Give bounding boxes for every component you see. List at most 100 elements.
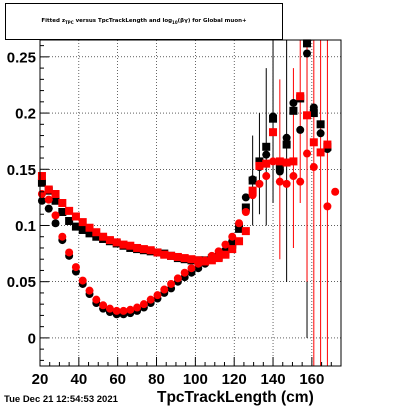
data-point-square xyxy=(275,157,284,166)
x-tick-label: 100 xyxy=(183,371,208,388)
data-point-circle xyxy=(282,133,291,142)
data-point-circle xyxy=(187,264,196,273)
data-point-circle xyxy=(78,276,87,285)
x-tick-label: 140 xyxy=(261,371,286,388)
data-point-square xyxy=(146,246,155,255)
data-point-circle xyxy=(316,129,325,138)
data-point-circle xyxy=(269,112,278,121)
data-point-circle xyxy=(262,172,271,181)
data-point-square xyxy=(58,199,67,207)
data-point-square xyxy=(255,157,264,166)
data-point-square xyxy=(303,111,312,120)
data-markers xyxy=(37,39,340,319)
data-point-square xyxy=(289,106,298,115)
data-point-square xyxy=(289,157,298,166)
data-point-square xyxy=(241,227,250,236)
data-point-circle xyxy=(44,204,53,213)
data-point-square xyxy=(37,172,46,181)
data-point-square xyxy=(37,178,46,187)
y-tick-label: 0.05 xyxy=(7,274,36,291)
data-point-circle xyxy=(241,193,250,202)
data-point-square xyxy=(235,237,244,246)
data-point-square xyxy=(296,92,305,101)
data-point-circle xyxy=(248,191,257,200)
x-tick-label: 80 xyxy=(148,371,165,388)
tick-labels: 20 40 60 80 100 120 140 160 0 0.05 0.1 0.15 0.2 0.25 xyxy=(7,49,325,388)
x-tick-label: 40 xyxy=(70,371,87,388)
data-point-circle xyxy=(323,202,332,211)
data-point-circle xyxy=(303,49,312,58)
grid xyxy=(39,40,341,366)
data-point-circle xyxy=(207,251,216,260)
y-tick-label: 0 xyxy=(28,330,36,347)
data-point-square xyxy=(262,159,271,168)
data-point-circle xyxy=(167,279,176,288)
data-point-square xyxy=(51,196,60,205)
data-point-circle xyxy=(160,285,169,294)
data-point-square xyxy=(282,140,291,149)
data-point-circle xyxy=(44,195,53,204)
data-point-circle xyxy=(92,295,101,304)
data-point-circle xyxy=(173,274,182,283)
x-axis-title: TpcTrackLength (cm) xyxy=(157,389,314,406)
plot-title-box: Fitted zTPC versus TpcTrackLength and lo… xyxy=(5,3,283,40)
data-point-circle xyxy=(289,172,298,181)
data-point-square xyxy=(275,163,284,172)
data-point-circle xyxy=(269,157,278,166)
data-point-circle xyxy=(262,150,271,159)
data-point-square xyxy=(255,161,264,170)
data-point-square xyxy=(119,240,128,249)
error-bars xyxy=(252,40,328,366)
data-point-square xyxy=(180,254,189,263)
data-point-circle xyxy=(296,177,305,186)
plot-title: Fitted zTPC versus TpcTrackLength and lo… xyxy=(41,17,247,26)
x-tick-label: 60 xyxy=(109,371,126,388)
data-point-square xyxy=(160,250,169,259)
data-point-circle xyxy=(255,179,264,188)
data-point-circle xyxy=(214,247,223,256)
data-point-circle xyxy=(180,268,189,277)
data-point-circle xyxy=(275,177,284,186)
data-point-square xyxy=(309,109,318,118)
data-point-circle xyxy=(133,303,142,312)
data-point-circle xyxy=(201,256,210,265)
data-point-square xyxy=(262,142,271,151)
data-point-circle xyxy=(65,248,74,257)
data-point-circle xyxy=(275,167,284,176)
data-point-circle xyxy=(296,125,305,134)
data-point-square xyxy=(78,225,87,234)
data-point-square xyxy=(71,222,80,231)
data-point-circle xyxy=(309,103,318,112)
y-tick-label: 0.25 xyxy=(7,49,36,66)
data-point-square xyxy=(71,212,80,221)
data-point-square xyxy=(235,224,244,233)
x-tick-label: 120 xyxy=(222,371,247,388)
data-point-circle xyxy=(37,190,46,199)
plot-frame xyxy=(39,39,342,367)
data-point-square xyxy=(92,228,101,237)
data-point-square xyxy=(58,207,67,216)
data-point-square xyxy=(316,120,325,129)
data-point-square xyxy=(207,256,216,265)
data-point-square xyxy=(221,250,230,259)
data-point-square xyxy=(214,254,223,263)
x-tick-label: 20 xyxy=(32,371,49,388)
data-point-square xyxy=(126,241,135,250)
data-point-circle xyxy=(51,219,60,228)
data-point-square xyxy=(65,206,74,215)
data-point-square xyxy=(85,229,94,238)
data-point-square xyxy=(112,238,121,247)
data-point-circle xyxy=(126,305,135,314)
data-point-circle xyxy=(303,149,312,158)
data-point-square xyxy=(85,223,94,232)
data-point-circle xyxy=(241,207,250,216)
timestamp: Tue Dec 21 12:54:53 2021 xyxy=(4,394,118,405)
data-point-square xyxy=(282,158,291,167)
data-point-circle xyxy=(228,232,237,241)
data-point-square xyxy=(323,140,332,149)
data-point-circle xyxy=(105,304,114,313)
data-point-circle xyxy=(71,263,80,272)
data-point-square xyxy=(173,252,182,261)
data-point-square xyxy=(269,128,278,137)
